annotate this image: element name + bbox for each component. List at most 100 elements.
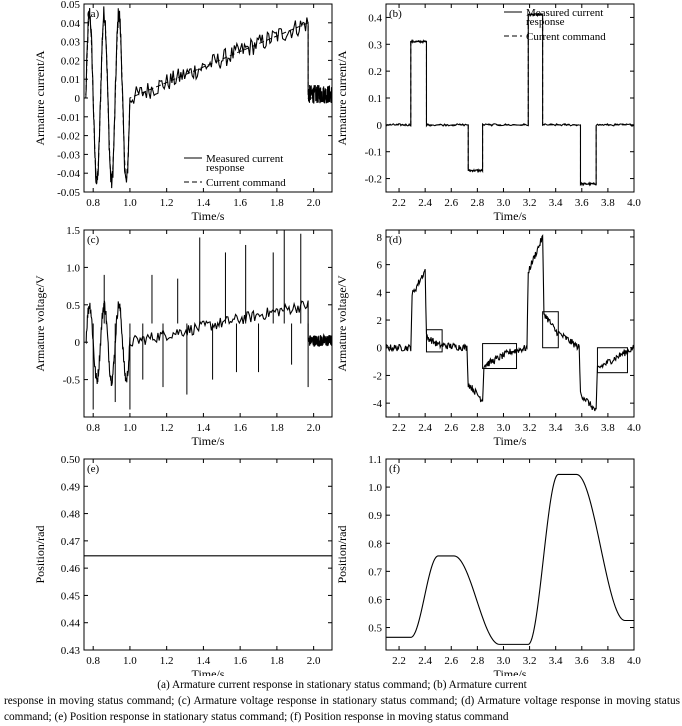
panel-tag: (d) xyxy=(389,234,402,246)
x-tick-label: 2.2 xyxy=(392,197,406,209)
x-tick-label: 1.8 xyxy=(270,422,284,434)
plot-area xyxy=(386,234,634,412)
series-line-1 xyxy=(386,234,634,412)
y-tick-label: 0.43 xyxy=(61,645,81,657)
y-tick-label: -0.03 xyxy=(57,149,80,161)
y-tick-label: 0.5 xyxy=(368,623,382,635)
y-axis-label: Armature voltage/V xyxy=(33,275,47,372)
y-tick-label: 0 xyxy=(377,343,383,355)
x-tick-label: 3.0 xyxy=(497,197,511,209)
legend-label: Current command xyxy=(526,31,606,43)
plot-frame xyxy=(385,229,635,418)
y-tick-label: 0.4 xyxy=(368,12,382,24)
y-tick-label: 0.48 xyxy=(61,509,81,521)
y-tick-label: 0.02 xyxy=(61,55,80,67)
chart-panel-a: 0.8 1.0 1.2 1.4 1.6 1.8 2.0 -0.05 -0.04 -0.03 -0.0… xyxy=(33,0,333,223)
chart-panel-e: 0.8 1.0 1.2 1.4 1.6 1.8 2.0 0.43 0.44 0.45 0.46 0.4… xyxy=(33,454,333,676)
x-tick-label: 3.6 xyxy=(575,655,589,667)
caption-rest: response in moving status command; (c) A… xyxy=(4,695,680,723)
series-line-2 xyxy=(386,14,634,185)
caption-line-1: (a) Armature current response in station… xyxy=(157,679,527,691)
y-tick-label: 0.1 xyxy=(368,93,382,105)
x-axis-label: Time/s xyxy=(192,434,225,448)
y-tick-label: -0.05 xyxy=(57,187,80,199)
y-tick-label: -0.01 xyxy=(57,112,80,124)
x-tick-label: 1.8 xyxy=(270,197,284,209)
y-tick-label: 0.01 xyxy=(61,74,80,86)
legend-label: Measured current xyxy=(206,153,283,165)
highlight-box xyxy=(482,343,518,370)
x-tick-label: 3.4 xyxy=(549,655,563,667)
y-tick-label: 0.6 xyxy=(368,594,382,606)
legend-label-cont: response xyxy=(526,16,565,28)
series-line-1 xyxy=(386,473,634,645)
x-tick-label: 2.8 xyxy=(470,655,484,667)
plot-frame xyxy=(83,229,333,418)
y-tick-label: -2 xyxy=(373,370,382,382)
y-tick-label: 0.49 xyxy=(61,481,81,493)
series-line-2 xyxy=(85,15,332,181)
x-tick-label: 3.2 xyxy=(523,655,537,667)
y-tick-label: 0.5 xyxy=(66,300,80,312)
x-tick-label: 2.8 xyxy=(470,197,484,209)
x-tick-label: 3.2 xyxy=(523,197,537,209)
y-tick-label: 0.9 xyxy=(368,510,382,522)
x-tick-label: 1.4 xyxy=(197,197,211,209)
panel-tag: (b) xyxy=(389,8,402,20)
x-tick-label: 2.0 xyxy=(307,422,321,434)
x-tick-label: 3.0 xyxy=(497,422,511,434)
x-tick-label: 4.0 xyxy=(627,655,641,667)
x-tick-label: 3.8 xyxy=(601,197,615,209)
x-tick-label: 1.0 xyxy=(123,655,137,667)
x-axis-label: Time/s xyxy=(494,209,527,223)
series-line-1 xyxy=(85,6,332,189)
x-tick-label: 2.2 xyxy=(392,655,406,667)
y-tick-label: 0.04 xyxy=(61,18,81,30)
x-tick-label: 2.6 xyxy=(444,655,458,667)
y-tick-label: -0.2 xyxy=(365,174,382,186)
x-tick-label: 2.8 xyxy=(470,422,484,434)
y-tick-label: 8 xyxy=(377,232,383,244)
y-tick-label: -0.02 xyxy=(57,131,80,143)
x-tick-label: 1.4 xyxy=(197,422,211,434)
chart-panel-d: 2.2 2.4 2.6 2.8 3.0 3.2 3.4 3.6 3.8 4.0 -4 -2 0 2 4 6 8 T… xyxy=(335,229,641,448)
panel-tag: (e) xyxy=(87,463,100,475)
x-tick-label: 1.2 xyxy=(160,197,174,209)
x-tick-label: 3.6 xyxy=(575,197,589,209)
y-tick-label: 1.5 xyxy=(66,225,80,237)
y-tick-label: 1.0 xyxy=(66,262,80,274)
panel-tag: (f) xyxy=(389,463,400,475)
x-tick-label: 4.0 xyxy=(627,422,641,434)
y-tick-label: 2 xyxy=(377,315,383,327)
y-tick-label: 0.7 xyxy=(368,566,382,578)
x-tick-label: 0.8 xyxy=(86,422,100,434)
x-tick-label: 3.6 xyxy=(575,422,589,434)
series-line-1 xyxy=(85,300,332,387)
plot-area xyxy=(386,12,634,187)
x-tick-label: 2.4 xyxy=(418,197,432,209)
x-tick-label: 2.2 xyxy=(392,422,406,434)
x-tick-label: 1.8 xyxy=(270,655,284,667)
x-tick-label: 1.2 xyxy=(160,655,174,667)
plot-area xyxy=(386,473,634,645)
x-tick-label: 2.6 xyxy=(444,197,458,209)
y-axis-label: Position/rad xyxy=(335,525,349,583)
highlight-box xyxy=(542,311,559,349)
plot-area xyxy=(85,6,332,189)
figure-caption: (a) Armature current response in station… xyxy=(4,677,680,725)
chart-panel-f: 2.2 2.4 2.6 2.8 3.0 3.2 3.4 3.6 3.8 4.0 0.5 0.6 0.7 0… xyxy=(335,454,641,676)
y-tick-label: -0.5 xyxy=(63,375,81,387)
x-tick-label: 2.4 xyxy=(418,655,432,667)
y-tick-label: 0 xyxy=(75,337,81,349)
y-tick-label: 0.03 xyxy=(61,37,81,49)
x-tick-label: 3.4 xyxy=(549,197,563,209)
x-axis-label: Time/s xyxy=(494,434,527,448)
x-tick-label: 0.8 xyxy=(86,655,100,667)
x-tick-label: 1.6 xyxy=(233,422,247,434)
chart-panel-b: 2.2 2.4 2.6 2.8 3.0 3.2 3.4 3.6 3.8 4.0 -0.2 -0.1 0 0… xyxy=(335,3,641,223)
x-axis-label: Time/s xyxy=(192,667,225,676)
y-tick-label: 0.46 xyxy=(61,563,81,575)
highlight-box xyxy=(425,329,443,353)
panel-tag: (c) xyxy=(87,234,100,246)
